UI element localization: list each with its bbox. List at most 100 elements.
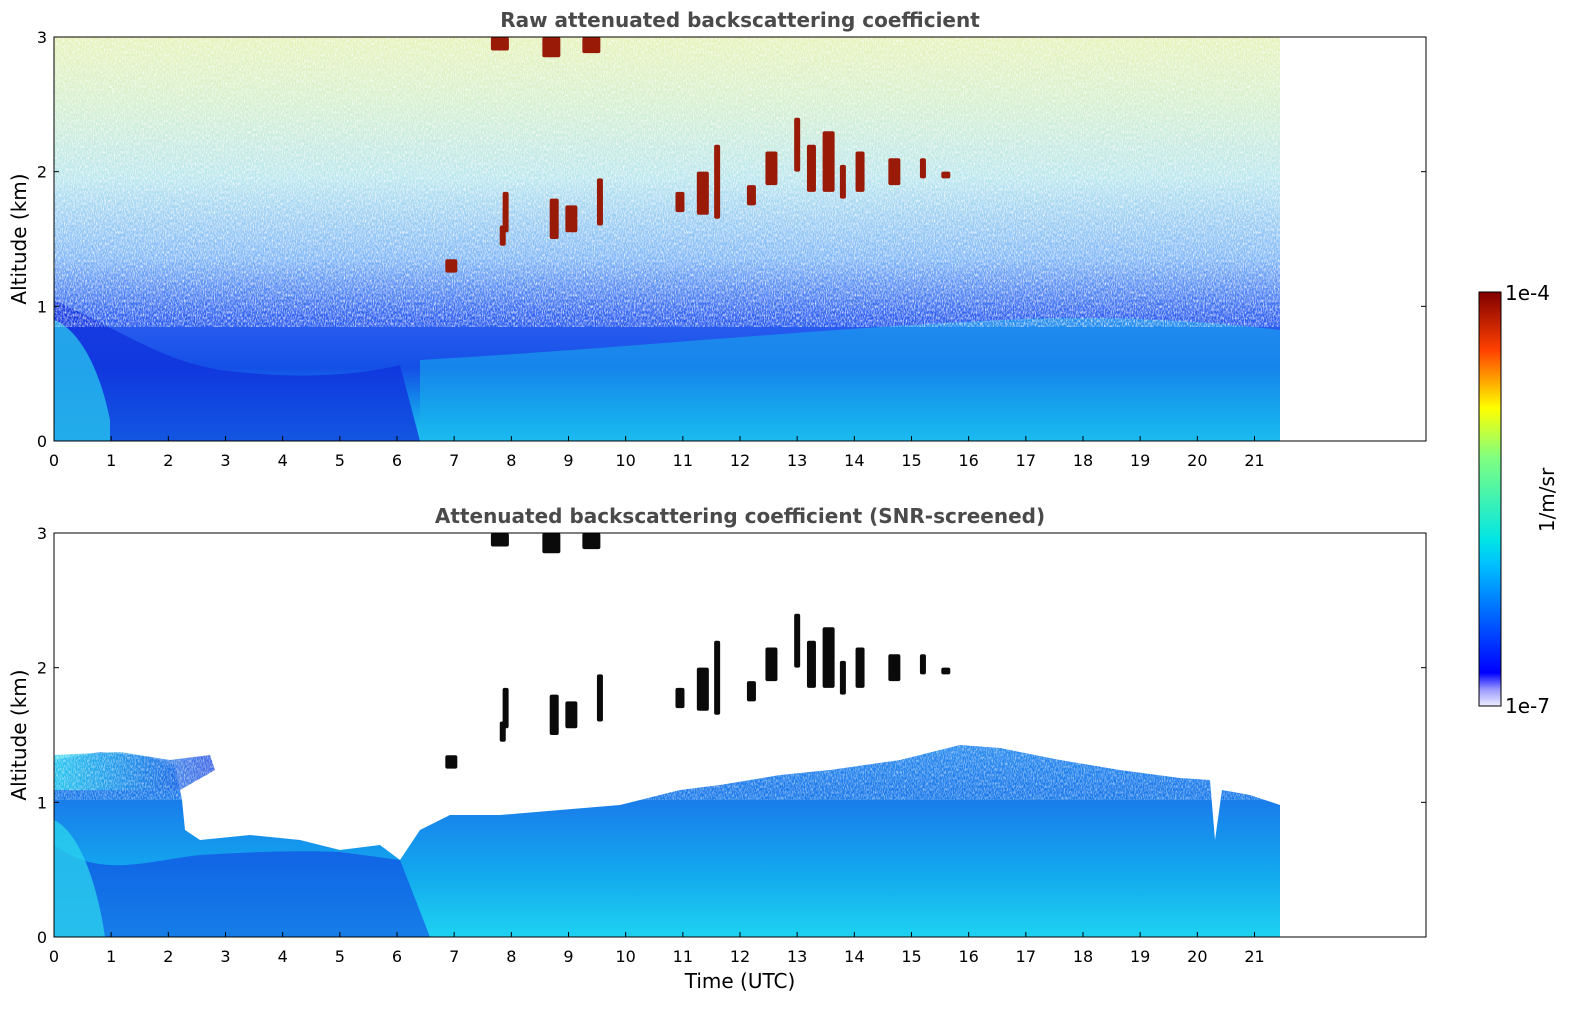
top-panel-title: Raw attenuated backscattering coefficien… [500,8,980,32]
cloud-streak [888,654,901,682]
cloud-streak [941,667,951,675]
top-y-tick-label: 0 [37,432,47,451]
cloud-streak [490,533,509,547]
cloud-streak [822,131,835,192]
top-x-tick-label: 20 [1187,451,1207,470]
bottom-x-tick-label: 6 [392,947,402,966]
cloud-streak [596,178,603,226]
top-y-axis-label: Altitude (km) [7,173,31,304]
cloud-streak [714,144,721,219]
bottom-x-tick-label: 10 [615,947,635,966]
bottom-x-tick-label: 2 [163,947,173,966]
cloud-streak [714,640,721,715]
cloud-streak [765,647,778,682]
top-x-tick-label: 18 [1073,451,1093,470]
top-daytime-boundary-layer [420,318,1280,441]
cloud-streak [542,37,561,58]
bottom-morning-dark-layer [54,845,430,937]
top-x-tick-label: 19 [1130,451,1150,470]
bottom-y-tick-label: 2 [37,659,47,678]
bottom-nighttime-aerosol-layer [54,820,105,937]
bottom-y-tick-label: 0 [37,928,47,947]
cloud-streak [542,533,561,554]
colorbar-gradient [1478,291,1502,707]
bottom-y-axis: 0 1 2 3 [37,524,1426,947]
bottom-x-tick-label: 12 [730,947,750,966]
bottom-x-tick-label: 8 [506,947,516,966]
top-x-tick-label: 21 [1244,451,1264,470]
cloud-streak [794,117,801,172]
bottom-x-tick-label: 11 [673,947,693,966]
top-cloud-layer [445,37,951,273]
cloud-streak [490,37,509,51]
bottom-heatmap [54,533,1280,937]
top-x-tick-label: 1 [106,451,116,470]
cloud-streak [919,158,926,179]
cloud-streak [499,721,506,742]
cloud-streak [565,701,578,729]
bottom-y-tick-label: 3 [37,524,47,543]
top-x-tick-label: 2 [163,451,173,470]
cloud-streak [839,660,846,695]
cloud-streak [806,640,816,688]
colorbar-unit-label: 1/m/sr [1535,467,1559,532]
top-x-tick-label: 5 [335,451,345,470]
cloud-streak [794,613,801,668]
bottom-x-tick-label: 21 [1244,947,1264,966]
cloud-streak [806,144,816,192]
cloud-streak [855,151,865,192]
cloud-streak [888,158,901,186]
cloud-streak [746,681,756,702]
top-x-tick-label: 16 [958,451,978,470]
cloud-streak [502,191,509,233]
bottom-x-tick-label: 20 [1187,947,1207,966]
cloud-streak [596,674,603,722]
colorbar-max-label: 1e-4 [1505,281,1550,305]
bottom-x-tick-label: 18 [1073,947,1093,966]
cloud-streak [445,259,458,273]
cloud-streak [582,533,601,550]
cloud-streak [675,687,685,709]
cloud-streak [549,694,559,735]
cloud-streak [746,185,756,206]
top-x-tick-label: 7 [449,451,459,470]
bottom-x-tick-label: 4 [278,947,288,966]
cloud-streak [675,191,685,213]
top-morning-boundary-layer [54,300,420,441]
top-x-tick-label: 13 [787,451,807,470]
bottom-cloud-layer [445,533,951,769]
top-x-tick-label: 6 [392,451,402,470]
bottom-x-tick-label: 16 [958,947,978,966]
bottom-x-tick-label: 7 [449,947,459,966]
top-y-axis: 0 1 2 3 [37,28,1426,451]
top-nighttime-aerosol-layer [54,320,110,441]
top-noise-overlay [54,37,1280,327]
top-x-tick-label: 0 [49,451,59,470]
bottom-x-tick-label: 1 [106,947,116,966]
bottom-x-tick-label: 13 [787,947,807,966]
top-x-tick-label: 17 [1016,451,1036,470]
top-x-axis: 0 1 2 3 4 5 6 7 8 9 10 11 12 13 14 15 16 17 18 19 20 21 [49,436,1265,470]
top-x-tick-label: 12 [730,451,750,470]
bottom-x-tick-label: 14 [844,947,864,966]
cloud-streak [445,755,458,769]
top-x-tick-label: 9 [563,451,573,470]
cloud-streak [502,687,509,729]
cloud-streak [549,198,559,239]
colorbar: 1e-4 1e-7 1/m/sr [1478,281,1559,718]
cloud-streak [855,647,865,688]
bottom-x-tick-label: 5 [335,947,345,966]
bottom-x-tick-label: 3 [220,947,230,966]
cloud-streak [822,627,835,688]
top-heatmap [54,37,1280,441]
top-x-tick-label: 3 [220,451,230,470]
bottom-x-tick-label: 9 [563,947,573,966]
top-y-tick-label: 3 [37,28,47,47]
top-x-tick-label: 8 [506,451,516,470]
top-x-tick-label: 10 [615,451,635,470]
cloud-streak [696,171,709,215]
top-y-tick-label: 1 [37,297,47,316]
bottom-y-tick-label: 1 [37,793,47,812]
bottom-x-tick-label: 17 [1016,947,1036,966]
